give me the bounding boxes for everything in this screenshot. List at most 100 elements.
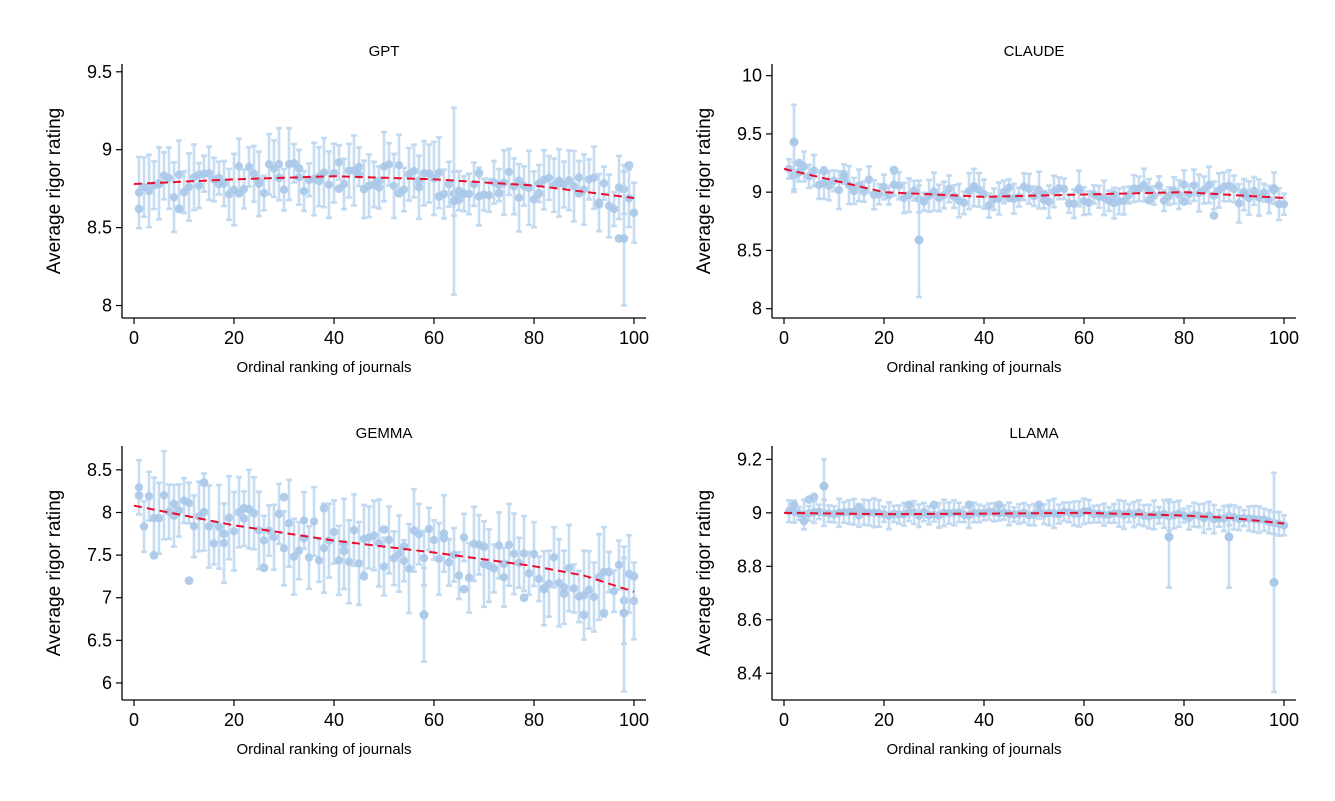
data-point [1044,197,1054,206]
data-point [319,503,329,513]
data-point [834,185,844,195]
data-point [1229,184,1239,194]
data-point [619,234,629,243]
data-point [829,176,839,185]
data-point [1239,187,1249,197]
fit-line [133,504,635,593]
data-point [414,530,424,539]
x-axis-title: Ordinal ranking of journals [886,359,1061,376]
data-point [849,186,859,196]
y-tick-label: 7 [102,588,112,608]
data-point [484,191,494,200]
data-point [169,192,179,202]
data-point [1224,532,1234,542]
data-point [1179,197,1189,206]
x-tick-label: 40 [324,710,344,730]
data-point [1179,180,1189,189]
data-point [174,204,184,214]
data-point [289,552,299,561]
data-point [334,158,344,167]
y-tick-label: 10 [742,66,762,86]
data-point [499,559,509,569]
data-point [134,491,144,500]
data-point [209,539,219,548]
data-point [864,175,874,184]
y-tick-label: 7.5 [87,545,112,565]
data-point [564,176,574,185]
data-point [204,522,214,531]
data-point [819,481,829,491]
data-point [414,183,424,192]
data-point [514,558,524,567]
data-point [184,498,194,508]
data-point [354,162,364,171]
data-point [534,574,544,584]
data-point [194,170,204,180]
data-point [789,137,799,147]
data-point [1259,188,1269,197]
data-point [294,164,304,173]
data-point [419,610,429,620]
data-point [184,576,194,586]
y-tick-label: 6.5 [87,630,112,650]
data-point [1004,193,1014,203]
data-point [514,193,524,202]
data-point [334,556,344,565]
data-point [144,186,154,196]
x-axis-title: Ordinal ranking of journals [236,359,411,376]
data-point [524,569,534,578]
data-point [1189,181,1199,190]
data-point [569,181,579,191]
data-point [854,503,864,512]
x-tick-label: 100 [619,328,649,348]
data-point [489,564,499,573]
data-point [414,176,424,186]
data-point [929,500,939,510]
data-point [544,173,554,183]
data-point [434,554,444,563]
data-point [384,160,394,169]
y-tick-label: 8.5 [87,218,112,238]
data-point [444,179,454,189]
data-point [169,499,179,509]
data-point [629,596,639,606]
data-point [964,500,974,510]
data-point [569,584,579,593]
x-tick-label: 80 [524,710,544,730]
data-point [1164,191,1174,201]
data-point [234,188,244,198]
x-tick-label: 100 [1269,710,1299,730]
y-tick-label: 8.6 [737,610,762,630]
data-point [589,173,599,182]
data-point [299,186,309,196]
data-point [134,188,144,197]
data-point [1154,181,1164,190]
data-point [554,176,564,186]
data-point [279,185,289,194]
x-tick-label: 20 [224,328,244,348]
data-point [299,516,309,525]
data-point [889,165,899,175]
data-point [359,572,369,581]
data-point [1249,186,1259,196]
data-point [914,235,924,245]
data-point [839,173,849,183]
data-point [144,492,154,501]
data-point [214,522,224,531]
data-point [579,590,589,600]
data-point [614,560,624,570]
data-cloud [134,449,639,646]
data-point [249,169,259,179]
data-point [324,180,334,189]
data-point [429,535,439,545]
y-tick-label: 8.4 [737,663,762,683]
data-point [149,550,159,560]
data-point [479,542,489,551]
data-point [399,556,409,565]
data-point [164,173,174,183]
y-tick-label: 8.5 [87,460,112,480]
data-point [424,524,434,534]
x-tick-label: 20 [224,710,244,730]
data-point [134,483,144,492]
